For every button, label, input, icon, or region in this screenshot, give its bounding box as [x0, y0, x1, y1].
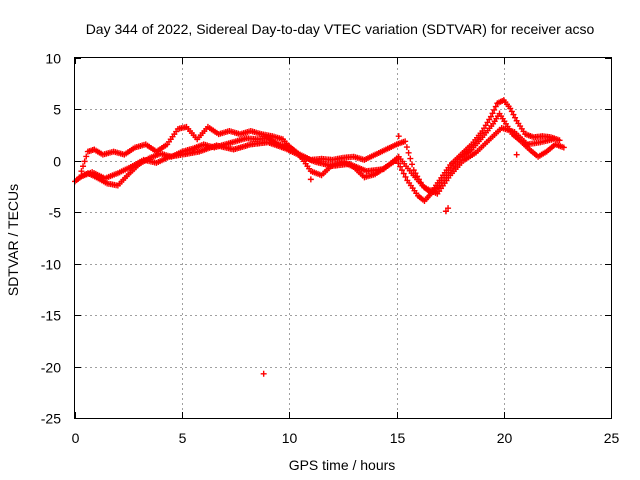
data-point	[78, 168, 85, 175]
x-tick-labels: 0 5 10 15 20 25	[72, 430, 620, 446]
y-tick-label: -15	[41, 308, 61, 324]
data-point	[83, 153, 90, 160]
data-point	[410, 167, 417, 174]
data-point	[403, 144, 410, 151]
y-tick-labels: 10 5 0 -5 -10 -15 -20 -25	[41, 51, 61, 427]
data-points	[72, 97, 567, 377]
y-tick-label: -20	[41, 360, 61, 376]
x-tick-label: 10	[282, 430, 298, 446]
data-point	[402, 173, 409, 180]
data-point	[400, 170, 407, 177]
x-tick-label: 15	[390, 430, 406, 446]
x-tick-label: 0	[72, 430, 80, 446]
axis-ticks	[75, 58, 612, 419]
data-point	[492, 103, 499, 110]
data-point	[556, 137, 563, 144]
data-point	[405, 149, 412, 156]
data-point	[507, 105, 514, 112]
y-tick-label: 0	[53, 154, 61, 170]
data-point	[513, 151, 520, 158]
data-point	[409, 161, 416, 168]
data-point	[407, 155, 414, 162]
plot-frame	[74, 57, 612, 419]
y-tick-label: -10	[41, 257, 61, 273]
data-point	[307, 176, 314, 183]
data-point	[402, 138, 409, 145]
x-axis-label: GPS time / hours	[289, 457, 396, 473]
data-point	[491, 106, 498, 113]
data-point	[397, 163, 404, 170]
y-tick-label: 5	[53, 102, 61, 118]
x-tick-label: 20	[497, 430, 513, 446]
y-tick-label: 10	[45, 51, 61, 67]
data-point	[398, 167, 405, 174]
data-point	[395, 133, 402, 140]
x-tick-label: 25	[604, 430, 620, 446]
data-point	[442, 208, 449, 215]
x-tick-label: 5	[179, 430, 187, 446]
chart-title: Day 344 of 2022, Sidereal Day-to-day VTE…	[86, 21, 595, 37]
data-point	[508, 108, 515, 115]
data-point	[487, 113, 494, 120]
y-axis-label: SDTVAR / TECUs	[5, 184, 21, 296]
data-point	[510, 111, 517, 118]
y-tick-label: -5	[49, 205, 62, 221]
data-point	[81, 158, 88, 165]
data-point	[260, 370, 267, 377]
data-point	[550, 136, 557, 143]
data-point	[560, 144, 567, 151]
data-point	[395, 160, 402, 167]
data-point	[445, 205, 452, 212]
y-tick-label: -25	[41, 411, 61, 427]
data-point	[489, 110, 496, 117]
data-point	[512, 114, 519, 121]
data-point	[80, 163, 87, 170]
grid	[75, 58, 611, 418]
